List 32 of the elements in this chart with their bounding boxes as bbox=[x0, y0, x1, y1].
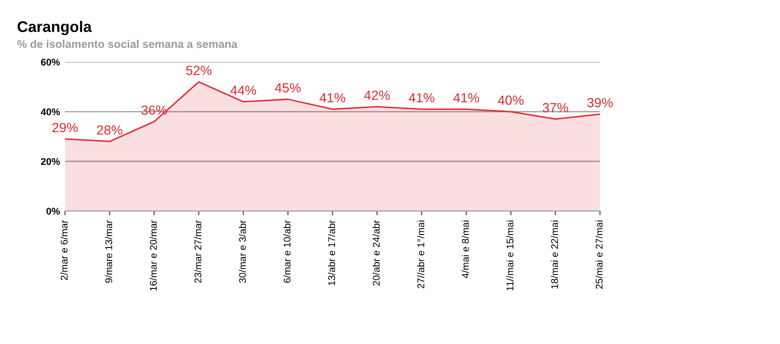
data-label: 37% bbox=[542, 103, 568, 112]
data-label: 41% bbox=[408, 93, 434, 102]
x-tick-label: 18/mai e 22/mai bbox=[550, 220, 558, 288]
y-tick-label: 60% bbox=[41, 58, 60, 66]
data-label: 29% bbox=[52, 122, 78, 132]
data-label: 52% bbox=[186, 66, 212, 76]
x-tick-label: 27//abr e 1°/mai bbox=[417, 220, 424, 288]
y-tick-label: 40% bbox=[40, 108, 60, 116]
data-label: 40% bbox=[498, 96, 524, 105]
x-tick-label: 4/mai e 8/mai bbox=[462, 220, 469, 278]
data-label: 45% bbox=[275, 83, 301, 92]
data-label: 44% bbox=[230, 86, 256, 95]
data-label: 41% bbox=[320, 93, 346, 102]
data-label: 28% bbox=[97, 125, 122, 135]
x-tick-label: 23/mar 27/mar bbox=[194, 220, 202, 283]
data-label: 42% bbox=[364, 90, 390, 100]
chart-title: Carangola bbox=[18, 20, 92, 36]
x-tick-label: 30/mar e 3/abr bbox=[238, 220, 246, 283]
data-label: 41% bbox=[453, 93, 479, 102]
x-tick-label: 16/mar e 20/mar bbox=[150, 220, 157, 291]
x-tick-label: 25/mai e 27/mai bbox=[595, 220, 603, 289]
x-tick-label: 13/abr e 17/abr bbox=[328, 220, 336, 286]
data-label: 36% bbox=[141, 105, 167, 115]
y-tick-label: 0% bbox=[46, 208, 60, 215]
y-tick-label: 20% bbox=[41, 158, 60, 165]
x-tick-label: 9/mare 13/mar bbox=[105, 220, 112, 283]
x-tick-label: 11//mai e 15/mai bbox=[506, 220, 514, 290]
chart-subtitle: % de isolamento social semana a semana bbox=[17, 40, 238, 48]
x-tick-label: 2/mar e 6/mar bbox=[60, 220, 68, 280]
data-label: 39% bbox=[587, 98, 613, 108]
x-tick-label: 6/mar e 10/abr bbox=[283, 220, 291, 283]
x-tick-label: 20/abr e 24/abr bbox=[372, 220, 380, 286]
